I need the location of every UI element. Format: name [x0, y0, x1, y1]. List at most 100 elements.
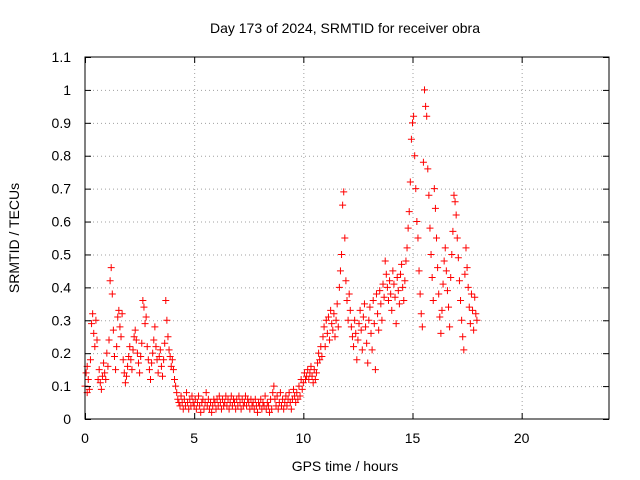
y-tick-label: 0.4 [52, 279, 72, 295]
grid-lines [85, 57, 609, 419]
data-point [424, 165, 432, 173]
data-point [390, 280, 398, 288]
data-point [406, 178, 414, 186]
data-point [128, 366, 136, 374]
data-point [84, 376, 92, 384]
data-point [109, 326, 117, 334]
data-point [104, 362, 112, 370]
data-point [311, 376, 319, 384]
data-point [90, 329, 98, 337]
x-tick-label: 10 [296, 430, 312, 446]
data-point [154, 369, 162, 377]
data-point [359, 313, 367, 321]
data-point [298, 385, 306, 393]
data-point [113, 343, 121, 351]
data-point [445, 303, 453, 311]
data-point [465, 303, 473, 311]
data-point [409, 119, 416, 127]
data-point [103, 349, 111, 357]
data-point [117, 333, 125, 341]
data-point [416, 290, 424, 298]
data-point [174, 395, 182, 403]
data-point [371, 366, 379, 374]
data-point [362, 323, 370, 331]
data-point [370, 320, 378, 328]
data-point [401, 277, 409, 285]
data-point [384, 297, 392, 305]
data-point [319, 333, 327, 341]
data-point [426, 224, 434, 232]
data-point [386, 277, 394, 285]
data-point [172, 382, 180, 390]
data-point [295, 382, 303, 390]
data-point [437, 329, 445, 337]
data-point [269, 389, 277, 397]
data-point [421, 86, 429, 94]
data-point [290, 385, 298, 393]
data-point [165, 346, 173, 354]
data-point [95, 366, 103, 374]
data-point [261, 392, 269, 400]
data-point [377, 300, 385, 308]
data-point [263, 399, 271, 407]
axis-ticks [85, 57, 609, 420]
data-point [149, 349, 157, 357]
data-point [124, 362, 132, 370]
data-point [323, 329, 331, 337]
data-point [458, 316, 466, 324]
y-tick-label: 0 [63, 411, 71, 427]
data-point [470, 326, 478, 334]
data-point [122, 372, 130, 380]
data-point [369, 297, 377, 305]
data-point [423, 112, 431, 120]
data-point [160, 356, 168, 364]
data-point [315, 349, 323, 357]
data-point [332, 316, 340, 324]
data-point [405, 208, 413, 216]
data-point [318, 352, 326, 360]
data-point [273, 392, 281, 400]
data-point [419, 158, 427, 166]
data-point [127, 356, 135, 364]
data-point [152, 343, 160, 351]
data-point [446, 323, 454, 331]
data-points [81, 86, 481, 416]
data-point [368, 346, 376, 354]
data-point [469, 306, 477, 314]
data-point [394, 287, 402, 295]
data-point [438, 306, 446, 314]
data-point [287, 405, 295, 413]
y-axis-label: SRMTID / TECUs [6, 183, 22, 293]
data-point [430, 185, 438, 193]
data-point [106, 277, 114, 285]
data-point [197, 408, 205, 416]
data-point [283, 402, 291, 410]
data-point [89, 310, 97, 318]
x-tick-label: 15 [405, 430, 421, 446]
data-point [296, 392, 304, 400]
data-point [471, 293, 479, 301]
data-point [225, 405, 233, 413]
data-point [140, 303, 148, 311]
data-point [353, 356, 361, 364]
data-point [162, 297, 170, 305]
data-point [321, 343, 329, 351]
data-point [116, 323, 124, 331]
data-point [347, 323, 355, 331]
y-tick-label: 0.9 [52, 115, 72, 131]
data-point [467, 290, 475, 298]
data-point [121, 379, 129, 387]
data-point [343, 297, 351, 305]
data-point [443, 287, 451, 295]
data-point [374, 310, 382, 318]
data-point [363, 339, 371, 347]
data-point [88, 320, 96, 328]
data-point [345, 290, 353, 298]
data-point [365, 316, 373, 324]
y-tick-label: 0.6 [52, 214, 72, 230]
data-point [305, 376, 313, 384]
data-point [346, 306, 354, 314]
plot-frame [84, 56, 610, 420]
data-point [375, 326, 383, 334]
data-point [235, 392, 243, 400]
